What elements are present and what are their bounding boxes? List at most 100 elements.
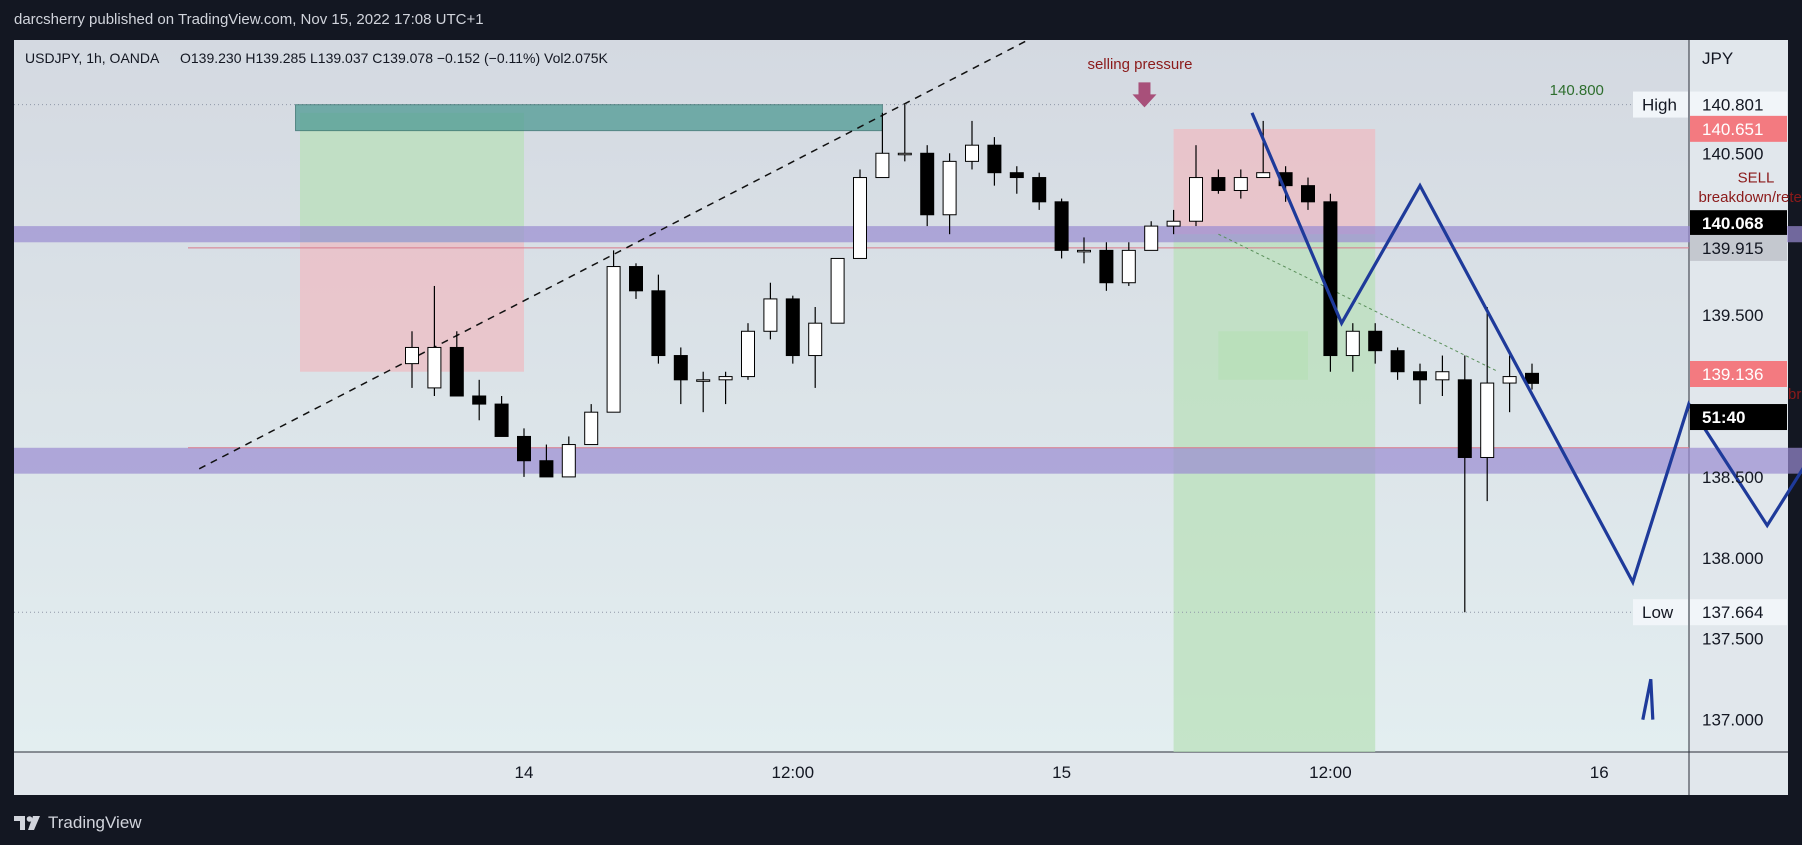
y-tick-label: 137.000 (1702, 711, 1763, 730)
candle-body (405, 346, 419, 365)
candle (427, 285, 442, 396)
candle-body (1211, 177, 1226, 191)
footer-brand-label: TradingView (48, 812, 142, 832)
candle-body (1390, 350, 1405, 373)
x-tick-label: 12:00 (1309, 763, 1352, 782)
price-label-box (1690, 404, 1787, 431)
candle (606, 250, 621, 413)
candle-body (1054, 201, 1069, 251)
candle (405, 331, 419, 388)
x-tick-label: 12:00 (772, 763, 815, 782)
price-label-target: 140.651 (1702, 120, 1763, 139)
candle-body (1525, 372, 1539, 384)
price-label-box (1690, 234, 1787, 261)
candle (629, 263, 643, 299)
candle (539, 444, 554, 478)
candle (1256, 120, 1271, 179)
candle (1211, 169, 1226, 194)
candle (696, 371, 711, 413)
candle-body (606, 266, 621, 413)
candle (517, 428, 531, 477)
annotation-text: selling pressure (1087, 56, 1192, 73)
candle-body (1345, 330, 1360, 357)
candle-body (830, 257, 845, 324)
candle (1435, 355, 1450, 396)
publish-line: darcsherry published on TradingView.com,… (14, 11, 484, 28)
zone-140000 (14, 226, 1802, 243)
candle-body (763, 298, 778, 332)
annotation-text: 140.800 (1550, 82, 1604, 99)
price-chart[interactable]: selling pressureSELLbreakdown/retestSELL… (0, 0, 1802, 800)
candle (897, 104, 912, 162)
y-tick-label: 139.500 (1702, 306, 1763, 325)
candle-body (718, 376, 733, 381)
projection-layer (1250, 112, 1802, 720)
candle-body (1077, 249, 1091, 253)
price-tag-High: High (1642, 96, 1677, 115)
candle (920, 145, 935, 227)
candle-body (629, 266, 643, 292)
zones-layer (14, 39, 1802, 752)
chart-symbol: USDJPY, 1h, OANDA (25, 50, 160, 66)
candle (785, 295, 800, 364)
price-label-box (1690, 91, 1787, 118)
x-tick-label: 16 (1590, 763, 1609, 782)
candle (1390, 347, 1405, 380)
candle (853, 169, 867, 259)
candle (1323, 193, 1338, 372)
tradingview-brand[interactable]: TradingView (14, 813, 142, 833)
candle-body (539, 460, 554, 478)
candle-body (696, 379, 711, 382)
candle (1009, 166, 1024, 194)
y-tick-label: 138.000 (1702, 549, 1763, 568)
candle-body (1413, 371, 1427, 381)
candle-body (1099, 249, 1114, 284)
candle-body (808, 322, 823, 357)
long-position-profit-box (300, 112, 524, 243)
candle (584, 404, 599, 446)
plot-area (14, 40, 1689, 752)
publish-header: darcsherry published on TradingView.com,… (0, 0, 1802, 40)
candle-body (1009, 172, 1024, 179)
candle (1077, 237, 1091, 264)
candle (1413, 363, 1427, 405)
candle-body (853, 177, 867, 259)
price-label-level: 139.915 (1702, 239, 1763, 258)
candle-body (517, 435, 531, 462)
candle-body (987, 144, 1002, 174)
price-label-box (1690, 599, 1787, 626)
candle-body (1032, 177, 1047, 203)
price-tag-box (1633, 91, 1688, 118)
time-axis-panel (14, 752, 1689, 795)
candle (1099, 242, 1114, 291)
candle (1166, 209, 1181, 235)
candle (1121, 242, 1136, 286)
candle (494, 396, 509, 437)
candle-body (1301, 185, 1315, 203)
price-label-current-level: 140.068 (1702, 214, 1763, 233)
tradingview-logo-icon (14, 815, 40, 830)
candle-body (1121, 249, 1136, 284)
candle (808, 307, 823, 388)
candle-body (449, 346, 464, 397)
price-tag-box (1633, 599, 1688, 626)
price-label-High: 140.801 (1702, 96, 1763, 115)
candle-body (1480, 382, 1495, 458)
candle (965, 120, 979, 170)
candle (1054, 198, 1069, 259)
candle (1525, 363, 1539, 390)
zone-138600 (14, 447, 1802, 474)
candle (1480, 307, 1495, 502)
axes-layer: 140.500 139.500 138.500 138.000 137.500 137.0… (515, 91, 1787, 782)
price-label-countdown: 51:40 (1702, 408, 1745, 427)
y-tick-label: 137.500 (1702, 630, 1763, 649)
candle (1368, 323, 1383, 364)
footer-bar: TradingView (0, 800, 1802, 845)
candle-body (1144, 225, 1159, 251)
candle (1457, 355, 1472, 613)
candle (1032, 172, 1047, 210)
price-label-box (1690, 360, 1787, 387)
short-position-profit-box (1173, 234, 1376, 752)
chart-ohlc: O139.230 H139.285 L139.037 C139.078 −0.1… (180, 50, 609, 66)
candle (1144, 221, 1159, 251)
